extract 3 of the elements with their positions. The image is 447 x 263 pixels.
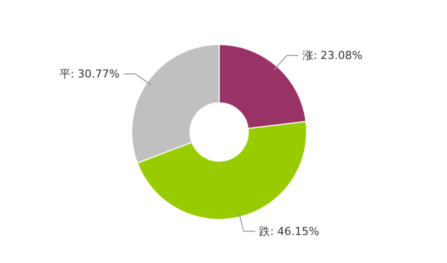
slice-label: 平: 30.77% bbox=[59, 67, 120, 80]
slice-label: 涨: 23.08% bbox=[302, 48, 363, 62]
slice-label: 跌: 46.15% bbox=[259, 224, 320, 238]
